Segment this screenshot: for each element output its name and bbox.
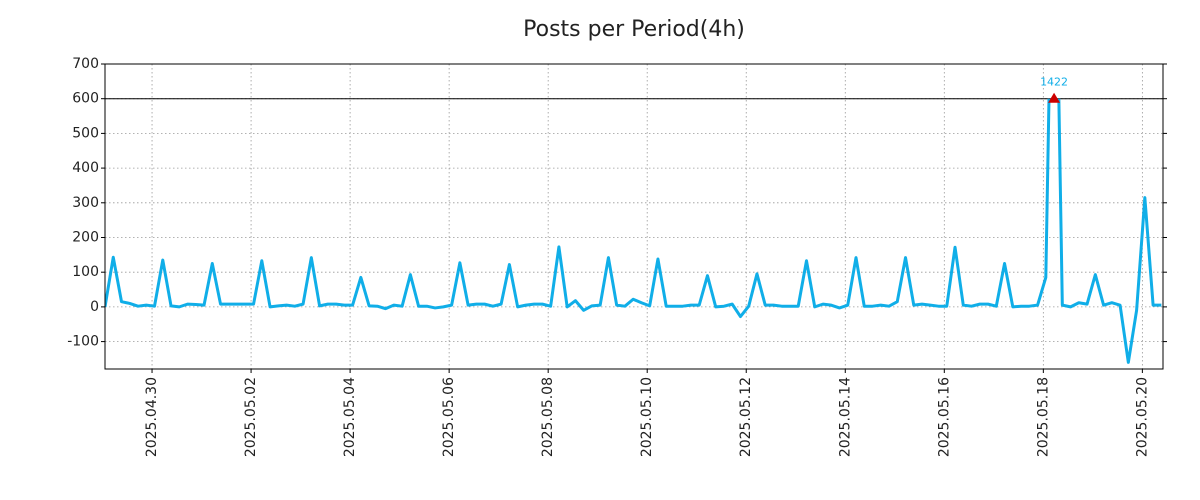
x-tick-label: 2025.05.14	[837, 377, 853, 457]
y-tick-label: 0	[90, 299, 99, 315]
x-tick-label: 2025.05.20	[1134, 377, 1150, 457]
x-tick-label: 2025.05.04	[342, 377, 358, 457]
y-tick-label: 700	[72, 56, 99, 72]
y-tick-label: 100	[72, 264, 99, 280]
y-tick-label: 500	[72, 125, 99, 141]
chart-title: Posts per Period(4h)	[523, 17, 745, 42]
y-tick-label: 300	[72, 195, 99, 211]
y-tick-label: 200	[72, 229, 99, 245]
y-tick-label: -100	[67, 334, 99, 350]
plot-frame	[104, 63, 1164, 370]
x-tick-label: 2025.05.02	[243, 377, 259, 457]
x-tick-label: 2025.05.10	[639, 377, 655, 457]
peak-label: 1422	[1040, 76, 1068, 89]
series-line	[105, 98, 1162, 364]
x-tick-label: 2025.05.06	[441, 377, 457, 457]
y-tick-label: 400	[72, 160, 99, 176]
x-tick-label: 2025.05.16	[936, 377, 952, 457]
x-tick-label: 2025.05.18	[1035, 377, 1051, 457]
x-tick-label: 2025.04.30	[144, 377, 160, 457]
x-tick-label: 2025.05.12	[738, 377, 754, 457]
peak-marker	[1048, 92, 1061, 103]
x-tick-label: 2025.05.08	[540, 377, 556, 457]
y-tick-label: 600	[72, 91, 99, 107]
